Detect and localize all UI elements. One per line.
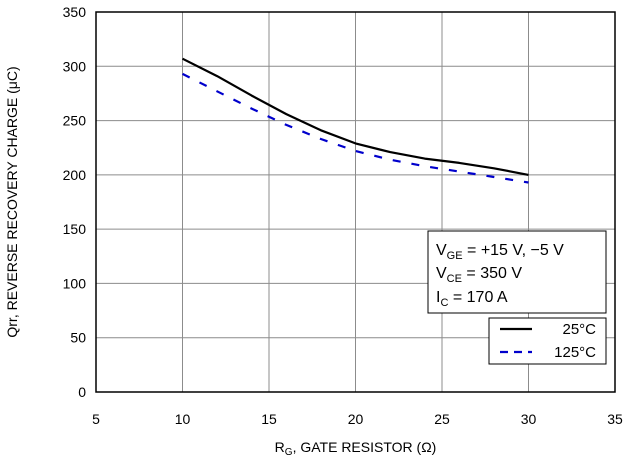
y-tick-label-250: 250 bbox=[63, 113, 87, 129]
x-axis-label-rest: , GATE RESISTOR (Ω) bbox=[293, 439, 437, 455]
legend-label-125c: 125°C bbox=[554, 344, 596, 361]
plot-frame bbox=[95, 11, 616, 393]
x-tick-label-10: 10 bbox=[175, 411, 191, 427]
conditions-box-frame bbox=[427, 230, 607, 314]
y-tick-label-50: 50 bbox=[70, 330, 86, 346]
series-line-25c bbox=[182, 57, 529, 176]
legend-label-25c: 25°C bbox=[562, 321, 596, 338]
series-group bbox=[182, 57, 529, 184]
condition-vge: VGE = +15 V, −5 V bbox=[436, 242, 564, 262]
y-axis-label: Qrr, REVERSE RECOVERY CHARGE (μC) bbox=[4, 66, 20, 337]
x-tick-label-35: 35 bbox=[607, 411, 623, 427]
y-tick-label-350: 350 bbox=[63, 4, 87, 20]
y-tick-label-300: 300 bbox=[63, 58, 87, 74]
x-axis-label-main: R bbox=[275, 439, 285, 455]
y-tick-label-100: 100 bbox=[63, 275, 87, 291]
x-axis-label-sub: G bbox=[285, 447, 293, 458]
grid bbox=[95, 11, 616, 393]
x-tick-label-15: 15 bbox=[261, 411, 277, 427]
condition-ic: IC = 170 A bbox=[436, 289, 508, 309]
x-tick-label-25: 25 bbox=[434, 411, 450, 427]
y-tick-label-0: 0 bbox=[78, 384, 86, 400]
x-tick-label-30: 30 bbox=[521, 411, 537, 427]
legend-frame bbox=[488, 317, 607, 365]
legend: 25°C 125°C bbox=[488, 317, 607, 365]
x-tick-label-20: 20 bbox=[348, 411, 364, 427]
conditions-box: VGE = +15 V, −5 V VCE = 350 V IC = 170 A bbox=[427, 230, 607, 314]
x-tick-label-5: 5 bbox=[92, 411, 100, 427]
y-tick-label-200: 200 bbox=[63, 167, 87, 183]
condition-vce: VCE = 350 V bbox=[436, 265, 522, 285]
series-line-125c bbox=[182, 72, 529, 184]
y-tick-label-150: 150 bbox=[63, 221, 87, 237]
x-axis-label: RG, GATE RESISTOR (Ω) bbox=[275, 439, 437, 458]
